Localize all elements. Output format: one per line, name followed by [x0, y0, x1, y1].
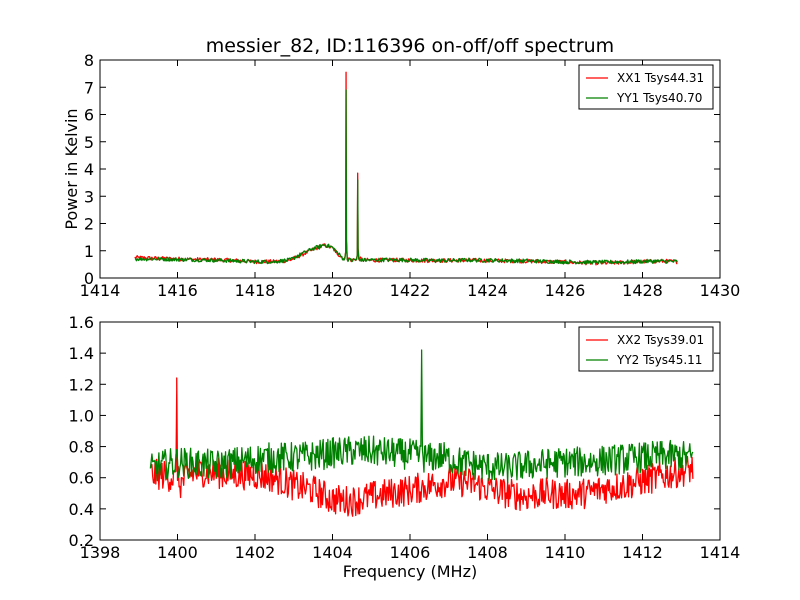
legend-label: XX2 Tsys39.01 — [617, 333, 704, 347]
x-tick-label: 1418 — [235, 281, 276, 300]
series-line-2 — [134, 89, 678, 265]
y-tick-label: 1.0 — [69, 406, 94, 425]
y-axis-label: Power in Kelvin — [62, 108, 81, 229]
y-tick-label: 6 — [84, 106, 94, 125]
y-tick-label: 0.8 — [69, 438, 94, 457]
legend-label: YY2 Tsys45.11 — [616, 353, 702, 367]
x-tick-label: 1410 — [545, 543, 586, 562]
legend: XX1 Tsys44.31 YY1 Tsys40.70 — [578, 64, 714, 110]
x-tick-label: 1426 — [545, 281, 586, 300]
chart-panel-1: 1414 1416 1418 1420 1422 1424 1426 1428 1430 0 1 2 3… — [62, 51, 740, 300]
y-tick-label: 1 — [84, 242, 94, 261]
x-tick-label: 1402 — [235, 543, 276, 562]
y-tick-label: 5 — [84, 133, 94, 152]
y-tick-label: 0 — [84, 269, 94, 288]
x-tick-label: 1414 — [700, 543, 741, 562]
series-group — [134, 71, 678, 266]
legend-label: XX1 Tsys44.31 — [617, 71, 704, 85]
y-tick-label: 3 — [84, 187, 94, 206]
x-tick-label: 1404 — [312, 543, 353, 562]
chart-panel-2: 1398 1400 1402 1404 1406 1408 1410 1412 1414 0.2 0… — [69, 313, 741, 581]
y-tick-label: 0.4 — [69, 500, 94, 519]
x-tick-label: 1422 — [390, 281, 431, 300]
x-axis-label: Frequency (MHz) — [343, 562, 477, 581]
legend-label: YY1 Tsys40.70 — [616, 91, 702, 105]
legend-box — [578, 326, 714, 372]
legend: XX2 Tsys39.01 YY2 Tsys45.11 — [578, 326, 714, 372]
series-line-2 — [149, 349, 694, 484]
y-tick-label: 7 — [84, 78, 94, 97]
y-tick-label: 1.4 — [69, 344, 94, 363]
x-tick-label: 1412 — [622, 543, 663, 562]
x-tick-label: 1428 — [622, 281, 663, 300]
y-tick-label: 2 — [84, 215, 94, 234]
x-tick-label: 1408 — [467, 543, 508, 562]
x-tick-label: 1400 — [157, 543, 198, 562]
y-tick-label: 1.6 — [69, 313, 94, 332]
y-tick-label: 0.2 — [69, 531, 94, 550]
chart-panels: 1414 1416 1418 1420 1422 1424 1426 1428 1430 0 1 2 3… — [62, 51, 740, 581]
y-tick-label: 1.2 — [69, 375, 94, 394]
y-tick-label: 0.6 — [69, 469, 94, 488]
x-tick-label: 1424 — [467, 281, 508, 300]
x-tick-label: 1406 — [390, 543, 431, 562]
series-line-1 — [149, 377, 694, 517]
x-tick-label: 1416 — [157, 281, 198, 300]
y-tick-label: 8 — [84, 51, 94, 70]
x-tick-label: 1430 — [700, 281, 741, 300]
x-tick-label: 1420 — [312, 281, 353, 300]
series-group — [149, 349, 694, 517]
figure-title: messier_82, ID:116396 on-off/off spectru… — [206, 35, 614, 57]
x-tick-label: 1398 — [80, 543, 121, 562]
y-tick-label: 4 — [84, 160, 94, 179]
x-tick-label: 1414 — [80, 281, 121, 300]
legend-box — [578, 64, 714, 110]
